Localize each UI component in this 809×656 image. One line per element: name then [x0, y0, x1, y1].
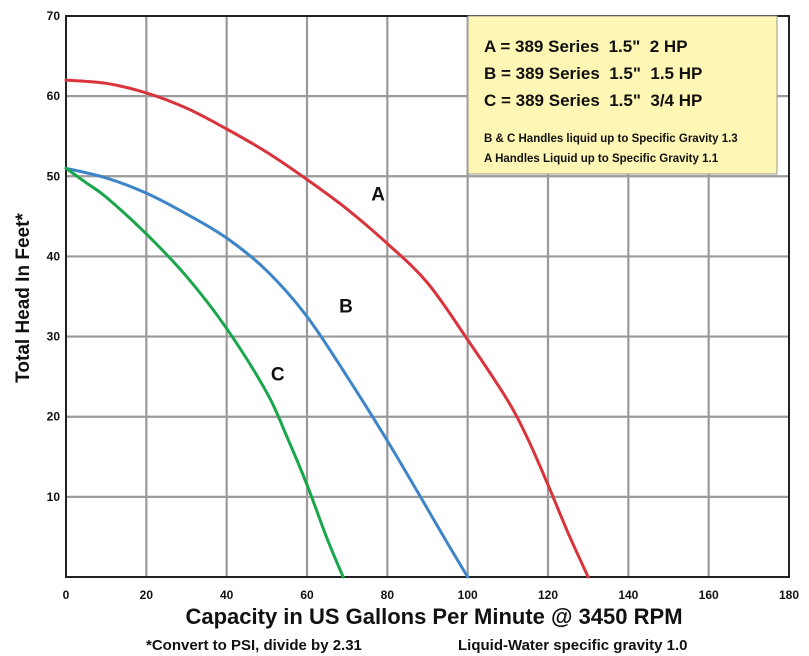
- legend-box: [467, 15, 778, 175]
- curve-label-a: A: [371, 184, 385, 205]
- legend-footnote-bc: B & C Handles liquid up to Specific Grav…: [484, 133, 738, 145]
- y-tick-labels: 10 20 30 40 50 60 70: [47, 9, 61, 504]
- curve-label-b: B: [339, 297, 353, 318]
- series-line-c: [64, 166, 345, 579]
- series-line-a: [64, 78, 590, 579]
- y-tick-label: 60: [47, 89, 61, 103]
- x-axis-label: Capacity in US Gallons Per Minute @ 3450…: [185, 604, 682, 629]
- x-tick-label: 160: [699, 588, 719, 602]
- y-tick-label: 50: [47, 169, 61, 183]
- x-tick-label: 20: [140, 588, 154, 602]
- x-tick-labels: 0 20 40 60 80 100 120 140 160 180: [63, 588, 800, 602]
- x-tick-label: 140: [618, 588, 638, 602]
- y-tick-label: 30: [47, 330, 61, 344]
- legend-entry-b: B = 389 Series 1.5" 1.5 HP: [484, 64, 702, 83]
- legend-entry-c: C = 389 Series 1.5" 3/4 HP: [484, 91, 702, 110]
- x-tick-label: 100: [458, 588, 478, 602]
- x-tick-label: 0: [63, 588, 70, 602]
- legend: A = 389 Series 1.5" 2 HP B = 389 Series …: [467, 15, 778, 175]
- x-tick-label: 60: [300, 588, 314, 602]
- x-tick-label: 40: [220, 588, 234, 602]
- y-tick-label: 10: [47, 490, 61, 504]
- specific-gravity-note: Liquid-Water specific gravity 1.0: [458, 637, 688, 654]
- y-tick-label: 70: [47, 9, 61, 23]
- y-tick-label: 40: [47, 249, 61, 263]
- x-tick-label: 120: [538, 588, 558, 602]
- curve-labels: A B C: [271, 184, 385, 385]
- y-axis-label: Total Head In Feet*: [13, 213, 34, 383]
- psi-conversion-note: *Convert to PSI, divide by 2.31: [146, 637, 362, 654]
- curve-label-c: C: [271, 365, 285, 386]
- x-tick-label: 80: [381, 588, 395, 602]
- legend-footnote-a: A Handles Liquid up to Specific Gravity …: [484, 153, 719, 165]
- plot-frame: [65, 15, 790, 578]
- x-tick-label: 180: [779, 588, 799, 602]
- series-lines: [64, 78, 590, 579]
- series-line-b: [64, 166, 470, 579]
- y-tick-label: 20: [47, 410, 61, 424]
- legend-entry-a: A = 389 Series 1.5" 2 HP: [484, 37, 688, 56]
